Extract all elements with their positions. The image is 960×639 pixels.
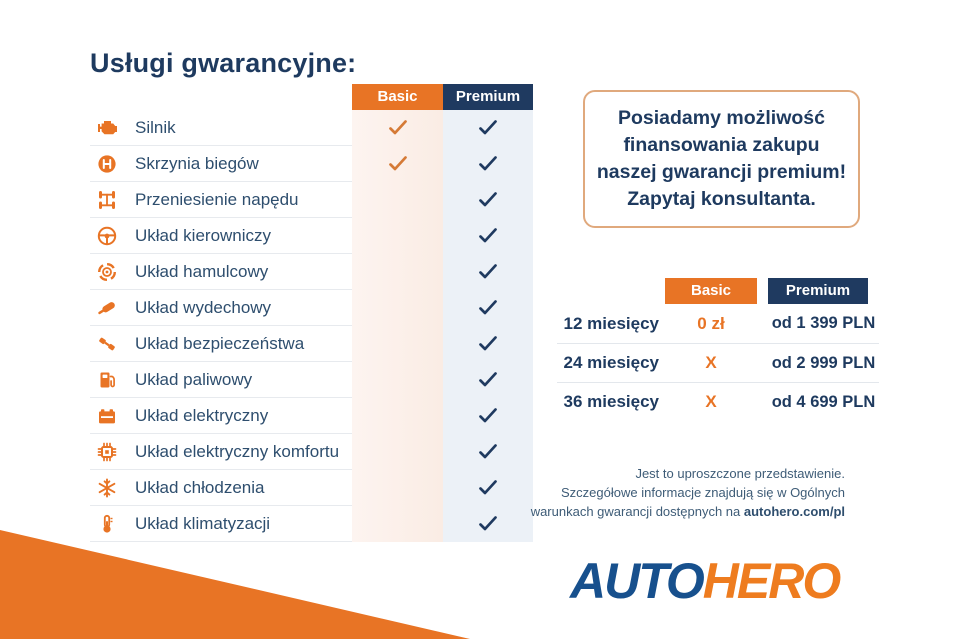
pricing-basic-value: X <box>705 392 717 411</box>
promo-text: Posiadamy możliwość finansowania zakupu … <box>596 107 847 210</box>
drivetrain-icon <box>90 190 135 210</box>
basic-coverage-cell <box>352 181 443 218</box>
pricing-period: 24 miesięcy <box>563 353 659 372</box>
battery-icon <box>90 406 135 426</box>
warranty-row: Układ wydechowy <box>90 289 533 326</box>
pricing-header-basic: Basic <box>665 278 757 304</box>
premium-coverage-cell <box>443 109 533 146</box>
service-label: Przeniesienie napędu <box>135 189 299 209</box>
warranty-row: Układ kierowniczy <box>90 217 533 254</box>
engine-icon <box>90 118 135 138</box>
warranty-row: Układ bezpieczeństwa <box>90 325 533 362</box>
warranty-header-premium: Premium <box>443 84 533 110</box>
disclaimer-line1: Jest to uproszczone przedstawienie. <box>635 466 845 481</box>
basic-coverage-cell <box>352 361 443 398</box>
warranty-row: Układ klimatyzacji <box>90 505 533 542</box>
pricing-premium-value: od 4 699 PLN <box>771 392 876 411</box>
premium-coverage-cell <box>443 469 533 506</box>
gearbox-icon <box>90 154 135 174</box>
premium-coverage-cell <box>443 145 533 182</box>
service-label: Skrzynia biegów <box>135 153 259 173</box>
service-label: Układ bezpieczeństwa <box>135 333 305 353</box>
premium-coverage-cell <box>443 433 533 470</box>
warranty-table-header: Basic Premium <box>90 84 533 110</box>
logo-part-auto: AUTO <box>570 553 705 609</box>
basic-coverage-cell <box>352 325 443 362</box>
exhaust-icon <box>90 298 135 318</box>
steering-wheel-icon <box>90 226 135 246</box>
brake-disc-icon <box>90 262 135 282</box>
basic-coverage-cell <box>352 217 443 254</box>
warranty-row: Układ elektryczny <box>90 397 533 434</box>
service-label: Układ wydechowy <box>135 297 272 317</box>
premium-coverage-cell <box>443 361 533 398</box>
basic-coverage-cell <box>352 109 443 146</box>
disclaimer-line3: warunkach gwarancji dostępnych na <box>530 504 744 519</box>
premium-coverage-cell <box>443 505 533 542</box>
warranty-row: Układ paliwowy <box>90 361 533 398</box>
premium-coverage-cell <box>443 289 533 326</box>
service-label: Układ klimatyzacji <box>135 513 271 533</box>
service-label: Układ elektryczny <box>135 405 269 425</box>
service-label: Układ elektryczny komfortu <box>135 441 340 461</box>
basic-coverage-cell <box>352 289 443 326</box>
service-label: Układ chłodzenia <box>135 477 265 497</box>
corner-triangle-decoration <box>0 530 470 639</box>
autohero-logo: AUTOHERO <box>570 552 841 610</box>
pricing-table-header: Basic Premium <box>557 278 879 304</box>
pricing-premium-value: od 1 399 PLN <box>771 314 876 332</box>
pricing-premium-value: od 2 999 PLN <box>771 353 876 372</box>
premium-coverage-cell <box>443 253 533 290</box>
warranty-table-body: Silnik Skrzynia biegów Przeniesienie napęd… <box>90 109 533 542</box>
warranty-row: Układ elektryczny komfortu <box>90 433 533 470</box>
fuel-pump-icon <box>90 370 135 390</box>
warranty-row: Silnik <box>90 109 533 146</box>
warranty-table: Basic Premium Silnik Skrzynia biegów Przen… <box>90 84 533 542</box>
pricing-period: 12 miesięcy <box>563 313 659 333</box>
promo-box: Posiadamy możliwość finansowania zakupu … <box>583 90 860 228</box>
pricing-table: Basic Premium 12 miesięcy 0 zł od 1 399 PL… <box>557 278 879 421</box>
pricing-basic-value: 0 zł <box>697 313 725 333</box>
snowflake-icon <box>90 478 135 498</box>
service-label: Układ kierowniczy <box>135 225 272 245</box>
premium-coverage-cell <box>443 397 533 434</box>
disclaimer-line2: Szczegółowe informacje znajdują się w Og… <box>561 485 845 500</box>
basic-coverage-cell <box>352 505 443 542</box>
thermometer-icon <box>90 514 135 534</box>
service-label: Silnik <box>135 117 176 137</box>
logo-part-hero: HERO <box>702 553 841 609</box>
service-label: Układ hamulcowy <box>135 261 269 281</box>
premium-coverage-cell <box>443 181 533 218</box>
page-title: Usługi gwarancyjne: <box>90 48 357 78</box>
pricing-header-premium: Premium <box>768 278 868 304</box>
basic-coverage-cell <box>352 397 443 434</box>
disclaimer-link[interactable]: autohero.com/pl <box>743 504 845 519</box>
premium-coverage-cell <box>443 325 533 362</box>
warranty-row: Przeniesienie napędu <box>90 181 533 218</box>
basic-coverage-cell <box>352 469 443 506</box>
pricing-row: 12 miesięcy 0 zł od 1 399 PLN <box>557 304 879 343</box>
premium-coverage-cell <box>443 217 533 254</box>
pricing-period: 36 miesięcy <box>563 392 659 411</box>
basic-coverage-cell <box>352 145 443 182</box>
basic-coverage-cell <box>352 253 443 290</box>
warranty-row: Układ hamulcowy <box>90 253 533 290</box>
service-label: Układ paliwowy <box>135 369 253 389</box>
basic-coverage-cell <box>352 433 443 470</box>
warranty-row: Skrzynia biegów <box>90 145 533 182</box>
chip-icon <box>90 442 135 462</box>
seatbelt-icon <box>90 334 135 354</box>
warranty-header-basic: Basic <box>352 84 443 110</box>
pricing-basic-value: X <box>705 353 717 372</box>
warranty-row: Układ chłodzenia <box>90 469 533 506</box>
disclaimer: Jest to uproszczone przedstawienie. Szcz… <box>520 464 845 521</box>
